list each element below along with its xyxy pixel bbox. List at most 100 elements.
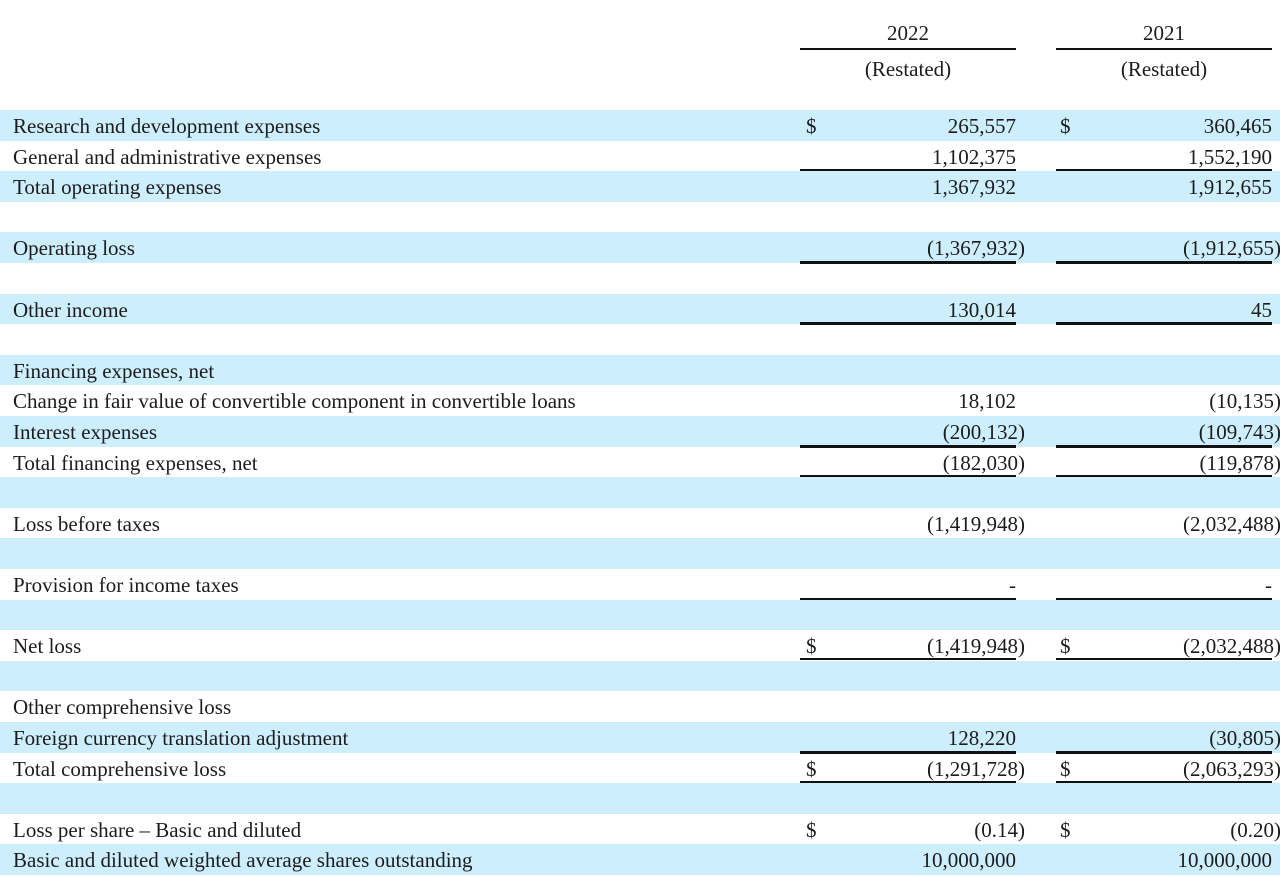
table-row: Provision for income taxes - - xyxy=(0,569,1280,600)
year-label: 2022 xyxy=(800,18,1016,50)
row-label: Other income xyxy=(13,297,128,322)
underline xyxy=(1056,781,1272,785)
row-label: Change in fair value of convertible comp… xyxy=(13,389,576,414)
table-row: Net loss $ $ (1,419,948) (2,032,488) xyxy=(0,630,1280,661)
table-row: Total comprehensive loss $ $ (1,291,728) (2,… xyxy=(0,753,1280,784)
value-2022: (1,291,728) xyxy=(927,756,1025,781)
row-label: Other comprehensive loss xyxy=(13,695,232,720)
currency-symbol: $ xyxy=(1060,634,1071,659)
underline xyxy=(800,781,1016,785)
restated-note: (Restated) xyxy=(1120,57,1208,81)
underline xyxy=(1056,597,1272,601)
value-2022: 18,102 xyxy=(958,389,1016,414)
currency-symbol: $ xyxy=(806,756,817,781)
table-row: Total financing expenses, net (182,030) (1… xyxy=(0,447,1280,478)
row-label: Loss per share – Basic and diluted xyxy=(13,817,302,842)
value-2022: 1,367,932 xyxy=(932,175,1016,200)
table-row xyxy=(0,477,1280,508)
row-label: Total comprehensive loss xyxy=(13,756,227,781)
currency-symbol: $ xyxy=(1060,114,1071,138)
value-2022: (0.14) xyxy=(974,817,1025,842)
table-row: General and administrative expenses 1,102… xyxy=(0,141,1280,172)
table-row: Operating loss (1,367,932) (1,912,655) xyxy=(0,232,1280,263)
underline xyxy=(1056,475,1272,479)
underline xyxy=(1056,169,1272,173)
column-header-2021: 2021 (Restated) xyxy=(1056,18,1272,84)
value-2021: (10,135) xyxy=(1209,389,1280,414)
underline xyxy=(800,444,1016,448)
value-2021: 1,912,655 xyxy=(1188,175,1272,200)
underline xyxy=(800,750,1016,754)
currency-symbol: $ xyxy=(806,114,817,138)
table-row: Change in fair value of convertible comp… xyxy=(0,385,1280,416)
value-2022: - xyxy=(1009,573,1016,597)
table-row: Interest expenses (200,132) (109,743) xyxy=(0,416,1280,447)
row-label: Foreign currency translation adjustment xyxy=(13,726,349,750)
table-row xyxy=(0,202,1280,233)
value-2021: (1,912,655) xyxy=(1183,236,1280,261)
value-2021: (119,878) xyxy=(1199,450,1280,475)
value-2021: (109,743) xyxy=(1198,420,1280,444)
row-label: Total financing expenses, net xyxy=(13,450,258,475)
table-row: Foreign currency translation adjustment 1… xyxy=(0,722,1280,753)
value-2021: 1,552,190 xyxy=(1188,144,1272,169)
currency-symbol: $ xyxy=(1060,817,1071,842)
row-label: Loss before taxes xyxy=(13,511,160,536)
row-label: Basic and diluted weighted average share… xyxy=(13,848,473,873)
underline xyxy=(1056,750,1272,754)
row-label: Interest expenses xyxy=(13,420,158,444)
value-2022: (1,367,932) xyxy=(927,236,1025,261)
currency-symbol: $ xyxy=(806,817,817,842)
underline xyxy=(800,322,1016,326)
table-row xyxy=(0,538,1280,569)
year-label: 2021 xyxy=(1056,18,1272,50)
table-row: Financing expenses, net xyxy=(0,354,1280,386)
table-row: Other comprehensive loss xyxy=(0,691,1280,722)
table-row: Other income 130,014 45 xyxy=(0,293,1280,325)
row-label: Research and development expenses xyxy=(13,114,321,138)
row-label: Provision for income taxes xyxy=(13,573,239,597)
value-2021: (2,063,293) xyxy=(1183,756,1280,781)
value-2021: - xyxy=(1265,573,1272,597)
table-row: Loss before taxes (1,419,948) (2,032,488) xyxy=(0,508,1280,539)
row-label: Net loss xyxy=(13,634,82,659)
currency-symbol: $ xyxy=(1060,756,1071,781)
value-2022: (200,132) xyxy=(942,420,1025,444)
row-label: Total operating expenses xyxy=(13,175,222,200)
currency-symbol: $ xyxy=(806,634,817,659)
underline xyxy=(1056,322,1272,326)
restated-note: (Restated) xyxy=(864,57,952,81)
underline xyxy=(1056,444,1272,448)
value-2022: 265,557 xyxy=(947,114,1016,138)
value-2021: (30,805) xyxy=(1209,726,1280,750)
underline xyxy=(800,475,1016,479)
value-2022: 128,220 xyxy=(947,726,1016,750)
value-2021: 10,000,000 xyxy=(1177,848,1273,873)
value-2022: 10,000,000 xyxy=(921,848,1017,873)
table-row: Loss per share – Basic and diluted $ $ (0.1… xyxy=(0,814,1280,845)
underline xyxy=(1056,261,1272,264)
underline xyxy=(800,169,1016,173)
value-2022: (1,419,948) xyxy=(927,634,1025,659)
value-2022: (182,030) xyxy=(942,450,1025,475)
column-header-2022: 2022 (Restated) xyxy=(800,18,1016,84)
table-row: Total operating expenses 1,367,932 1,912,6… xyxy=(0,171,1280,202)
row-label: Financing expenses, net xyxy=(13,358,215,383)
value-2021: (2,032,488) xyxy=(1183,511,1280,536)
value-2021: 360,465 xyxy=(1203,114,1272,138)
value-2022: (1,419,948) xyxy=(927,511,1025,536)
value-2022: 1,102,375 xyxy=(932,144,1016,169)
table-row: Research and development expenses $ $265,5… xyxy=(0,110,1280,141)
table-row: Basic and diluted weighted average share… xyxy=(0,844,1280,875)
value-2021: 45 xyxy=(1251,297,1272,322)
table-row xyxy=(0,660,1280,692)
table-row xyxy=(0,324,1280,355)
row-label: General and administrative expenses xyxy=(13,144,322,169)
value-2021: (2,032,488) xyxy=(1183,634,1280,659)
underline xyxy=(800,597,1016,601)
underline xyxy=(800,261,1016,264)
value-2021: (0.20) xyxy=(1230,817,1280,842)
table-row xyxy=(0,783,1280,814)
row-label: Operating loss xyxy=(13,236,135,261)
table-row xyxy=(0,599,1280,631)
